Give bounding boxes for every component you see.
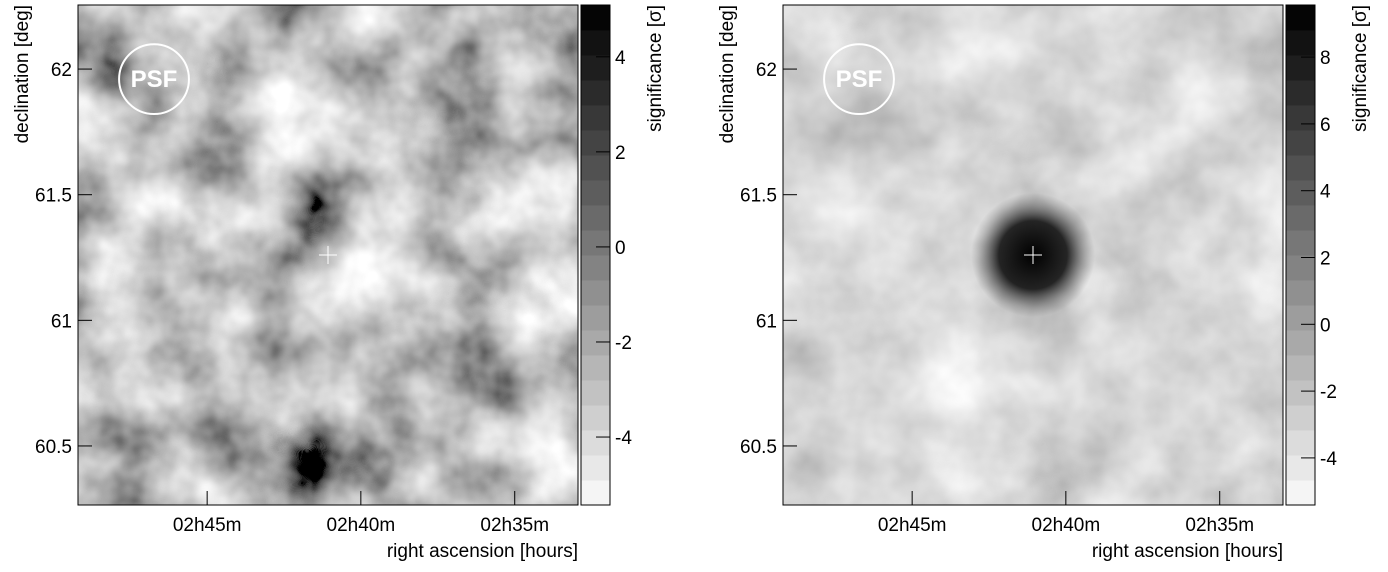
y-tick-label: 61.5: [740, 186, 777, 207]
y-tick-label: 60.5: [740, 437, 777, 458]
colorbar-band: [581, 280, 610, 306]
y-tick-label: 61: [756, 311, 777, 332]
y-tick-label: 60.5: [35, 437, 72, 458]
colorbar-band: [581, 130, 610, 156]
colorbar-band: [1286, 130, 1315, 156]
colorbar-band: [1286, 405, 1315, 431]
colorbar-band: [1286, 80, 1315, 106]
colorbar-band: [581, 330, 610, 356]
colorbar-band: [581, 155, 610, 181]
colorbar-band: [581, 480, 610, 506]
colorbar-tick-label: 0: [1320, 315, 1331, 336]
y-tick-label: 61.5: [35, 186, 72, 207]
colorbar-tick-label: -4: [615, 428, 632, 449]
y-tick-label: 62: [756, 60, 777, 81]
colorbar-label: significance [σ]: [645, 5, 666, 132]
plot-frame: [77, 4, 579, 506]
colorbar-band: [581, 455, 610, 481]
colorbar-band: [1286, 155, 1315, 181]
colorbar-tick-label: 2: [615, 143, 626, 164]
colorbar-tick-label: 2: [1320, 249, 1331, 270]
colorbar-band: [581, 355, 610, 381]
colorbar-tick-label: 8: [1320, 48, 1331, 69]
colorbar-frame: [580, 4, 611, 506]
colorbar-band: [581, 430, 610, 456]
colorbar-band: [581, 180, 610, 206]
panel: PSF 60.5 61 61.5 62 02h45m 02h40m 02h35m right a…: [12, 4, 666, 562]
y-tick-label: 61: [51, 311, 72, 332]
colorbar-band: [581, 405, 610, 431]
x-tick-label: 02h45m: [173, 515, 242, 536]
colorbar-band: [1286, 180, 1315, 206]
colorbar-band: [1286, 105, 1315, 131]
colorbar-band: [1286, 430, 1315, 456]
colorbar-frame: [1285, 4, 1316, 506]
x-axis-label: right ascension [hours]: [387, 541, 578, 562]
colorbar-band: [1286, 455, 1315, 481]
psf-circle: [823, 43, 895, 116]
colorbar-band: [581, 55, 610, 81]
colorbar-band: [1286, 255, 1315, 281]
colorbar-band: [1286, 305, 1315, 331]
psf-label: PSF: [836, 66, 883, 93]
x-axis-label: right ascension [hours]: [1092, 541, 1283, 562]
colorbar-band: [581, 80, 610, 106]
colorbar-tick-label: 6: [1320, 115, 1331, 136]
colorbar-tick-label: -4: [1320, 449, 1337, 470]
y-tick-label: 62: [51, 60, 72, 81]
colorbar-band: [581, 5, 610, 31]
plot-frame: [782, 4, 1284, 506]
colorbar-band: [581, 230, 610, 256]
colorbar-band: [1286, 280, 1315, 306]
x-tick-label: 02h40m: [1032, 515, 1101, 536]
colorbar-band: [1286, 230, 1315, 256]
colorbar-band: [1286, 55, 1315, 81]
colorbar-band: [581, 30, 610, 56]
colorbar-band: [581, 205, 610, 231]
x-tick-label: 02h40m: [327, 515, 396, 536]
colorbar-band: [1286, 205, 1315, 231]
colorbar-tick-label: -2: [615, 333, 632, 354]
colorbar-band: [1286, 480, 1315, 506]
colorbar-tick-label: 4: [615, 48, 626, 69]
colorbar-band: [1286, 355, 1315, 381]
colorbar-band: [1286, 5, 1315, 31]
colorbar-label: significance [σ]: [1350, 5, 1371, 132]
colorbar-band: [581, 105, 610, 131]
psf-circle: [118, 43, 190, 116]
colorbar-band: [581, 255, 610, 281]
colorbar-band: [581, 380, 610, 406]
y-axis-label: declination [deg]: [12, 5, 33, 143]
x-tick-label: 02h35m: [1185, 515, 1254, 536]
colorbar-tick-label: -2: [1320, 382, 1337, 403]
colorbar-band: [1286, 330, 1315, 356]
colorbar-tick-label: 0: [615, 238, 626, 259]
colorbar-band: [1286, 30, 1315, 56]
y-axis-label: declination [deg]: [717, 5, 738, 143]
x-tick-label: 02h35m: [480, 515, 549, 536]
colorbar-band: [1286, 380, 1315, 406]
psf-label: PSF: [131, 66, 178, 93]
x-tick-label: 02h45m: [878, 515, 947, 536]
colorbar-band: [581, 305, 610, 331]
colorbar-tick-label: 4: [1320, 182, 1331, 203]
